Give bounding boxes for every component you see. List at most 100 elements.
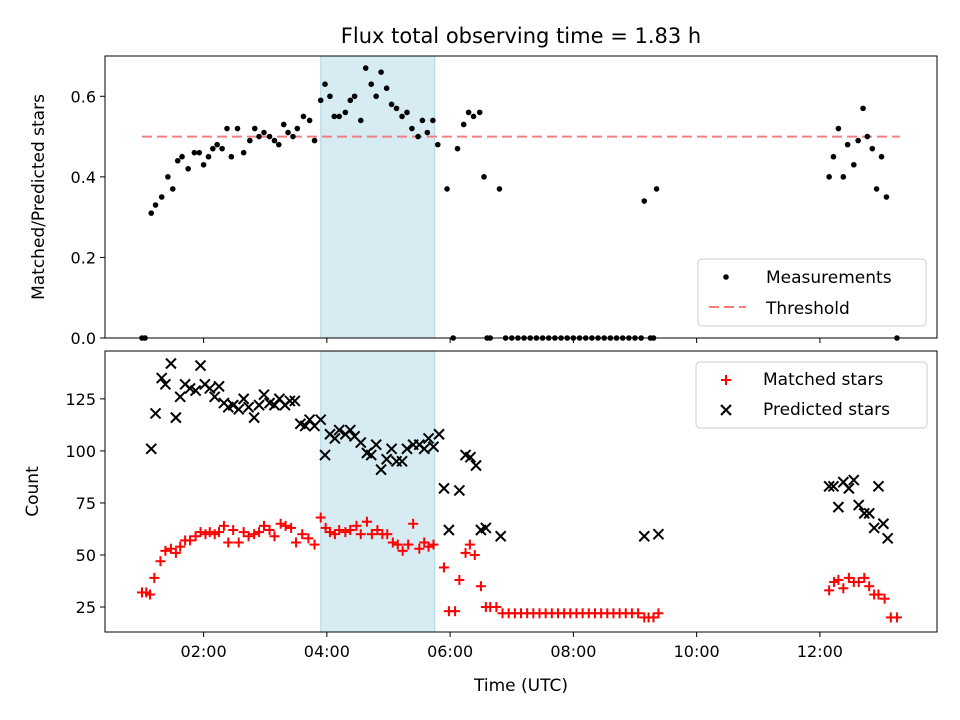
- measurement-point: [261, 129, 267, 136]
- matched-star-point: [438, 562, 449, 573]
- matched-star-point: [351, 520, 362, 531]
- measurement-point: [393, 105, 400, 112]
- measurement-point: [169, 186, 176, 192]
- predicted-legend-label: Predicted stars: [763, 400, 890, 420]
- observing-span-bottom: [320, 350, 436, 633]
- matched-star-point: [291, 537, 302, 548]
- predicted-star-point: [344, 424, 356, 436]
- measurement-point: [322, 81, 328, 87]
- top-y-tick-label: 0.0: [71, 329, 96, 348]
- count-legend: Matched stars Predicted stars: [695, 361, 928, 429]
- predicted-star-point: [329, 432, 341, 445]
- predicted-star-point: [464, 451, 477, 463]
- measurement-point: [496, 186, 503, 192]
- matched-star-point: [454, 574, 465, 585]
- measurement-point: [476, 109, 483, 116]
- predicted-star-point: [863, 507, 875, 520]
- predicted-star-point: [453, 484, 466, 497]
- measurement-point: [219, 145, 225, 152]
- matched-star-point: [324, 527, 335, 538]
- measurement-point: [878, 153, 885, 160]
- measurement-point: [419, 117, 426, 124]
- matched-star-point: [170, 547, 181, 558]
- measurement-point: [465, 109, 472, 116]
- measurement-point: [285, 129, 291, 136]
- matched-star-point: [853, 577, 864, 588]
- matched-star-point: [653, 608, 664, 619]
- predicted-star-point: [355, 436, 367, 449]
- measurement-point: [294, 125, 301, 132]
- measurement-point: [368, 81, 375, 87]
- measurement-point: [300, 113, 307, 120]
- predicted-star-point: [319, 449, 331, 461]
- matched-star-point: [195, 527, 206, 538]
- matched-star-point: [185, 535, 196, 546]
- predicted-star-point: [853, 499, 865, 511]
- measurement-point: [409, 125, 415, 132]
- matched-star-point: [144, 589, 155, 600]
- predicted-legend-cross: [720, 404, 732, 416]
- matched-star-point: [475, 581, 486, 592]
- threshold-legend-label: Threshold: [765, 299, 850, 319]
- predicted-star-point: [848, 474, 860, 486]
- measurement-point: [256, 133, 262, 140]
- predicted-star-point: [843, 482, 855, 495]
- measurement-point: [347, 97, 354, 104]
- measurement-point: [290, 133, 296, 140]
- matched-star-point: [223, 537, 234, 548]
- bottom-y-tick-label: 75: [76, 494, 96, 513]
- matched-star-point: [286, 522, 297, 533]
- predicted-star-point: [204, 382, 216, 395]
- measurement-point: [280, 121, 287, 128]
- measurement-point: [470, 113, 477, 120]
- matched-legend-marker: [721, 375, 731, 385]
- predicted-star-point: [470, 459, 482, 472]
- predicted-star-point: [299, 420, 312, 432]
- measurement-point: [840, 174, 847, 180]
- matched-star-point: [859, 572, 870, 583]
- measurement-point: [460, 121, 467, 128]
- matched-star-point: [345, 525, 356, 536]
- predicted-star-point: [233, 403, 245, 415]
- top-x-ticks: [203, 338, 821, 343]
- predicted-star-point: [333, 424, 345, 436]
- bottom-y-tick-label: 125: [65, 390, 96, 409]
- predicted-star-point: [638, 530, 650, 542]
- measurement-point: [373, 93, 379, 100]
- predicted-stars-points: [145, 357, 894, 545]
- predicted-star-point: [881, 532, 894, 545]
- predicted-star-point: [480, 522, 492, 534]
- matched-star-point: [450, 606, 461, 617]
- top-y-tick-label: 0.4: [71, 168, 96, 187]
- measurement-point: [430, 117, 436, 124]
- matched-star-point: [387, 537, 398, 548]
- measurement-point: [165, 174, 171, 180]
- matched-star-point: [891, 612, 902, 623]
- ratio-y-axis-label: Matched/Predicted stars: [29, 94, 49, 300]
- measurement-point: [830, 153, 837, 160]
- measurement-point: [185, 166, 191, 172]
- matched-star-point: [873, 589, 884, 600]
- predicted-star-point: [284, 395, 296, 407]
- predicted-star-point: [145, 443, 157, 455]
- measurements-legend-marker: [723, 274, 729, 280]
- predicted-legend-marker: [720, 404, 732, 416]
- predicted-star-point: [396, 455, 408, 468]
- time-x-ticks: 02:00 04:00 06:00 08:00 10:00 12:00: [181, 632, 843, 661]
- top-y-ticks: 0.0 0.2 0.4 0.6: [71, 87, 105, 348]
- chart-title: Flux total observing time = 1.83 h: [341, 24, 701, 48]
- predicted-star-point: [258, 389, 270, 401]
- matched-star-point: [275, 518, 286, 529]
- bottom-y-tick-label: 100: [65, 442, 96, 461]
- measurement-point: [251, 125, 258, 132]
- predicted-star-point: [823, 480, 835, 493]
- measurement-point: [210, 145, 216, 152]
- measurement-point: [357, 117, 364, 124]
- predicted-star-point: [385, 443, 398, 455]
- predicted-star-point: [858, 507, 870, 520]
- measurement-point: [336, 113, 342, 120]
- measurement-point: [388, 101, 395, 108]
- matched-star-point: [408, 518, 419, 529]
